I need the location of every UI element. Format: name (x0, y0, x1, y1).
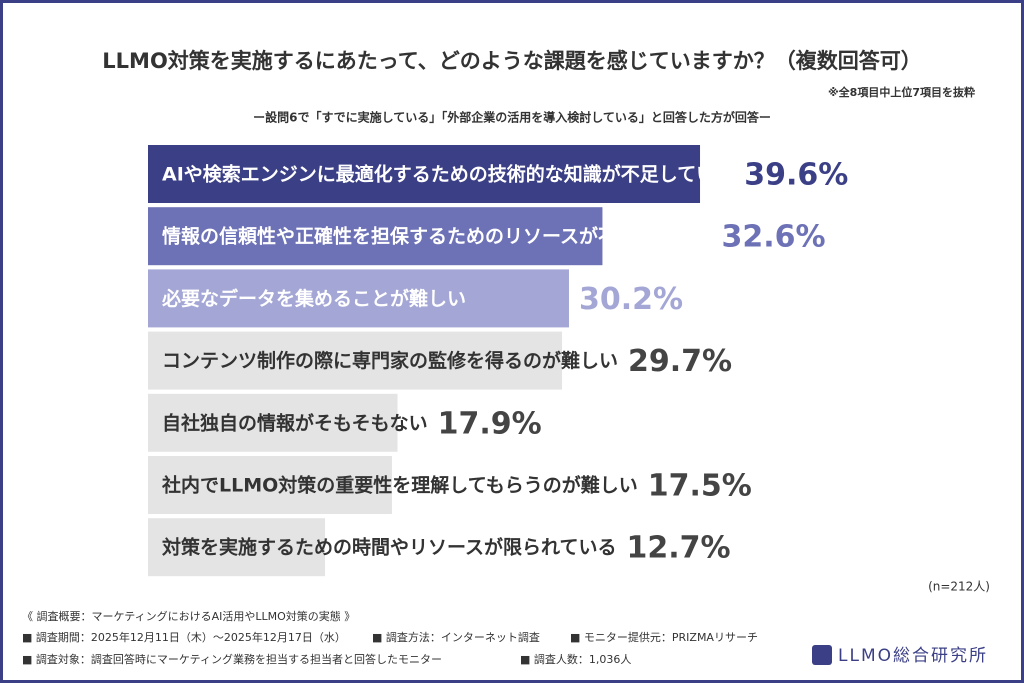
note: ※全8項目中上位7項目を抜粋 (828, 85, 975, 99)
bar (148, 269, 569, 328)
bar (148, 145, 701, 203)
value-label: 12.7% (626, 531, 730, 566)
bar-label: コンテンツ制作の際に専門家の監修を得るのが難しい (162, 349, 618, 372)
bar-label: 社内でLLMO対策の重要性を理解してもらうのが難しい (161, 474, 638, 497)
value-label: 30.2% (579, 282, 683, 317)
footer-method: ■ 調査方法：インターネット調査 (372, 630, 540, 644)
value-label: 39.6% (744, 158, 848, 193)
chart-title: LLMO対策を実施するにあたって、どのような課題を感じていますか？（複数回答可） (102, 49, 921, 73)
value-label: 17.5% (648, 469, 752, 504)
bar-label: AIや検索エンジンに最適化するための技術的な知識が不足している (162, 163, 734, 186)
bar (148, 393, 398, 452)
footer-provider: ■ モニター提供元：PRIZMAリサーチ (570, 630, 758, 644)
bar (148, 518, 326, 577)
footer-period: ■ 調査期間：2025年12月11日（木）～2025年12月17日（水） (22, 630, 346, 644)
value-label: 32.6% (721, 220, 825, 255)
bar-label: 情報の信頼性や正確性を担保するためのリソースが不足している (162, 225, 711, 248)
bar-label: 必要なデータを集めることが難しい (161, 287, 466, 310)
subtitle: ー設問6で「すでに実施している」「外部企業の活用を導入検討している」と回答した方… (253, 110, 771, 125)
bar (148, 207, 603, 266)
logo: LLMO総合研究所 (838, 646, 988, 666)
bar (148, 456, 392, 514)
logo-icon (812, 645, 832, 665)
bar-label: 自社独自の情報がそもそもない (162, 411, 428, 434)
sample-size: (n=212人) (928, 580, 990, 594)
footer-target: ■ 調査対象：調査回答時にマーケティング業務を担当する担当者と回答したモニター (22, 652, 442, 666)
footer-count: ■ 調査人数：1,036人 (520, 652, 631, 666)
value-label: 29.7% (628, 344, 732, 379)
value-label: 17.9% (438, 406, 542, 441)
bar-label: 対策を実施するための時間やリソースが限られている (161, 536, 616, 559)
bar (148, 331, 563, 390)
footer-heading: 《 調査概要：マーケティングにおけるAI活用やLLMO対策の実態 》 (22, 609, 355, 623)
